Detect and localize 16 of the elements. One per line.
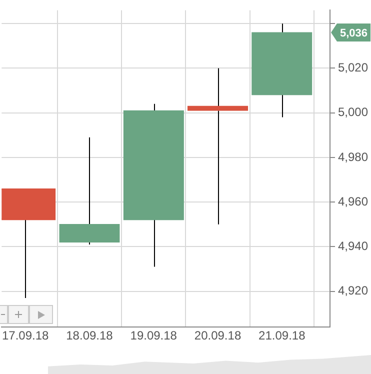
candlestick bbox=[187, 68, 248, 225]
y-tick-label: 5,000 bbox=[338, 105, 368, 120]
text: 5,036 bbox=[340, 28, 368, 40]
x-tick-label: 18.09.18 bbox=[66, 328, 114, 343]
y-tick-label: 4,960 bbox=[338, 194, 368, 208]
x-tick-label: 21.09.18 bbox=[258, 328, 306, 343]
x-tick-label: 17.09.18 bbox=[2, 328, 50, 343]
y-tick-label: 4,980 bbox=[338, 150, 368, 164]
y-tick-label: 5,020 bbox=[338, 60, 368, 75]
y-tick-label: 4,920 bbox=[338, 284, 368, 298]
x-tick-label: 19.09.18 bbox=[130, 328, 178, 343]
candlestick bbox=[123, 103, 184, 268]
candlestick bbox=[252, 23, 312, 118]
y-tick-label: 4,940 bbox=[338, 238, 368, 253]
candlestick bbox=[59, 136, 120, 245]
x-tick-label: 20.09.18 bbox=[194, 328, 242, 343]
